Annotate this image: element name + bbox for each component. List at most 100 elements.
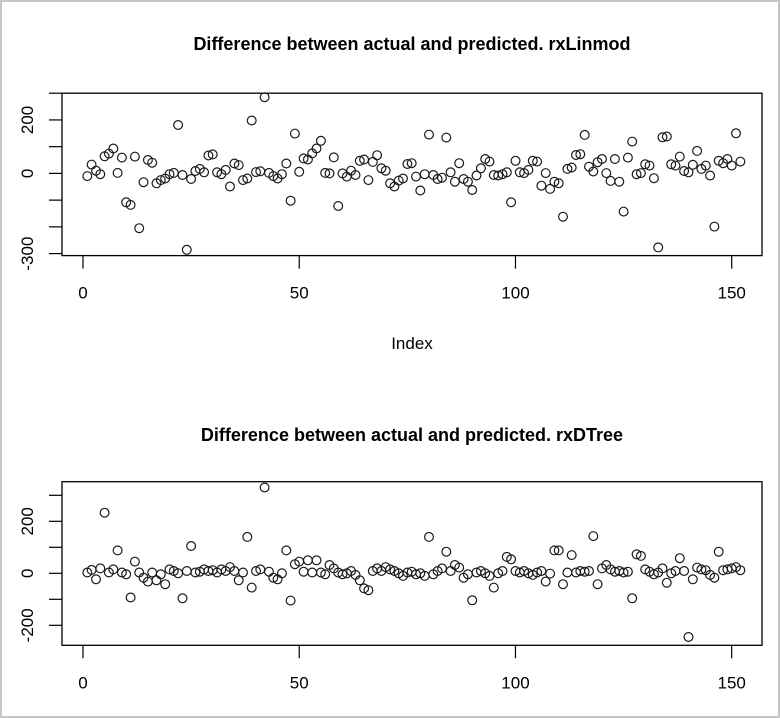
data-point-circle xyxy=(454,562,465,573)
data-point-circle xyxy=(596,154,607,165)
data-point-circle xyxy=(441,546,452,557)
x-axis-tick-label: 100 xyxy=(501,284,529,303)
data-point-circle xyxy=(579,129,590,140)
data-point-circle xyxy=(406,158,417,169)
data-point-circle xyxy=(570,150,581,161)
x-axis-tick-label: 100 xyxy=(501,673,529,692)
data-point-circle xyxy=(129,556,140,567)
y-axis-tick-label: 200 xyxy=(18,106,37,134)
data-point-circle xyxy=(709,572,720,583)
data-point-circle xyxy=(251,565,262,576)
data-point-circle xyxy=(557,211,568,222)
data-point-circle xyxy=(276,568,287,579)
data-point-circle xyxy=(566,550,577,561)
data-point-circle xyxy=(583,565,594,576)
data-point-circle xyxy=(726,160,737,171)
data-point-circle xyxy=(233,160,244,171)
data-point-circle xyxy=(116,152,127,163)
data-point-circle xyxy=(307,567,318,578)
data-point-circle xyxy=(129,151,140,162)
data-point-circle xyxy=(471,170,482,181)
data-point-circle xyxy=(588,531,599,542)
data-point-circle xyxy=(687,574,698,585)
data-point-circle xyxy=(398,173,409,184)
data-point-circle xyxy=(562,163,573,174)
rxdtree-chart-title: Difference between actual and predicted.… xyxy=(201,425,623,445)
data-point-circle xyxy=(116,567,127,578)
data-point-circle xyxy=(661,131,672,142)
data-point-circle xyxy=(125,199,136,210)
data-point-circle xyxy=(449,176,460,187)
data-point-circle xyxy=(402,159,413,170)
data-point-circle xyxy=(181,565,192,576)
x-axis-tick-label: 50 xyxy=(290,673,309,692)
x-axis-tick-label: 0 xyxy=(78,673,87,692)
rxlinmod-plot-area: 0 50 100 150 200 0 -300 xyxy=(18,92,763,303)
y-axis-tick-label: -300 xyxy=(18,237,37,271)
data-point-circle xyxy=(562,567,573,578)
data-point-circle xyxy=(380,165,391,176)
data-point-circle xyxy=(730,128,741,139)
data-point-circle xyxy=(501,167,512,178)
data-point-circle xyxy=(311,555,322,566)
data-point-circle xyxy=(683,631,694,642)
data-point-circle xyxy=(700,160,711,171)
data-point-circle xyxy=(190,567,201,578)
data-point-circle xyxy=(276,169,287,180)
data-point-circle xyxy=(553,545,564,556)
data-point-circle xyxy=(285,595,296,606)
data-point-circle xyxy=(238,175,249,186)
data-point-circle xyxy=(735,565,746,576)
data-point-circle xyxy=(363,175,374,186)
data-point-circle xyxy=(285,195,296,206)
data-point-circle xyxy=(705,170,716,181)
data-point-circle xyxy=(536,180,547,191)
data-point-circle xyxy=(233,575,244,586)
data-point-circle xyxy=(320,167,331,178)
data-point-circle xyxy=(125,592,136,603)
data-point-circle xyxy=(315,135,326,146)
data-point-circle xyxy=(692,562,703,573)
data-point-circle xyxy=(337,569,348,580)
data-point-circle xyxy=(679,565,690,576)
data-point-circle xyxy=(320,569,331,580)
data-point-circle xyxy=(298,566,309,577)
data-point-circle xyxy=(220,164,231,175)
data-point-circle xyxy=(475,163,486,174)
data-point-circle xyxy=(713,546,724,557)
data-point-circle xyxy=(354,155,365,166)
data-point-circle xyxy=(311,143,322,154)
data-point-circle xyxy=(540,576,551,587)
data-point-circle xyxy=(661,577,672,588)
data-point-circle xyxy=(315,567,326,578)
data-point-circle xyxy=(532,156,543,167)
data-point-circle xyxy=(679,166,690,177)
data-point-circle xyxy=(294,166,305,177)
data-point-circle xyxy=(251,167,262,178)
data-point-circle xyxy=(363,585,374,596)
data-point-circle xyxy=(424,531,435,542)
data-point-circle xyxy=(385,564,396,575)
data-point-circle xyxy=(164,169,175,180)
data-point-circle xyxy=(635,550,646,561)
data-point-circle xyxy=(709,221,720,232)
data-point-circle xyxy=(225,181,236,192)
y-axis-tick-label: 0 xyxy=(18,569,37,578)
data-point-circle xyxy=(692,145,703,156)
data-point-circle xyxy=(441,132,452,143)
data-point-circle xyxy=(540,168,551,179)
data-point-circle xyxy=(536,565,547,576)
data-point-circle xyxy=(207,149,218,160)
data-point-circle xyxy=(419,169,430,180)
data-point-circle xyxy=(683,167,694,178)
data-point-circle xyxy=(640,159,651,170)
data-point-circle xyxy=(86,159,97,170)
y-axis-tick-label: 0 xyxy=(18,169,37,178)
x-axis-tick-label: 0 xyxy=(78,284,87,303)
data-point-circle xyxy=(674,151,685,162)
data-point-circle xyxy=(488,582,499,593)
data-point-circle xyxy=(155,569,166,580)
data-point-circle xyxy=(289,128,300,139)
data-point-circle xyxy=(328,152,339,163)
